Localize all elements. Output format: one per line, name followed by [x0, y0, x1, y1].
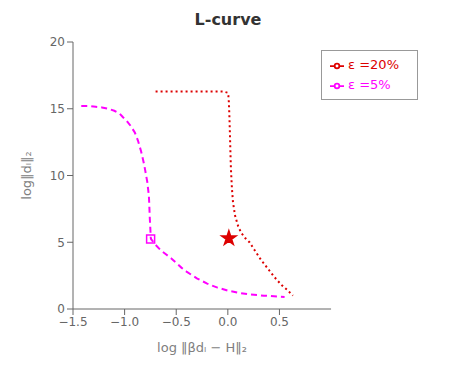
- html-text:ε =5%: ε =5%: [348, 77, 391, 92]
- svg-text:20: 20: [50, 35, 65, 49]
- html-text:ε =20%: ε =20%: [348, 57, 399, 72]
- html-text:L-curve: L-curve: [194, 10, 262, 29]
- svg-text:5: 5: [57, 236, 65, 250]
- svg-text:0.0: 0.0: [218, 315, 237, 329]
- svg-text:log ‖βdₗ − H‖₂: log ‖βdₗ − H‖₂: [157, 340, 247, 355]
- svg-text:−1.5: −1.5: [58, 315, 87, 329]
- svg-text:log‖dₗ‖₂: log‖dₗ‖₂: [19, 151, 34, 199]
- svg-text:0: 0: [57, 302, 65, 316]
- svg-text:15: 15: [50, 102, 65, 116]
- svg-text:0.5: 0.5: [270, 315, 289, 329]
- svg-text:−0.5: −0.5: [162, 315, 191, 329]
- svg-text:−1.0: −1.0: [110, 315, 139, 329]
- svg-text:10: 10: [50, 169, 65, 183]
